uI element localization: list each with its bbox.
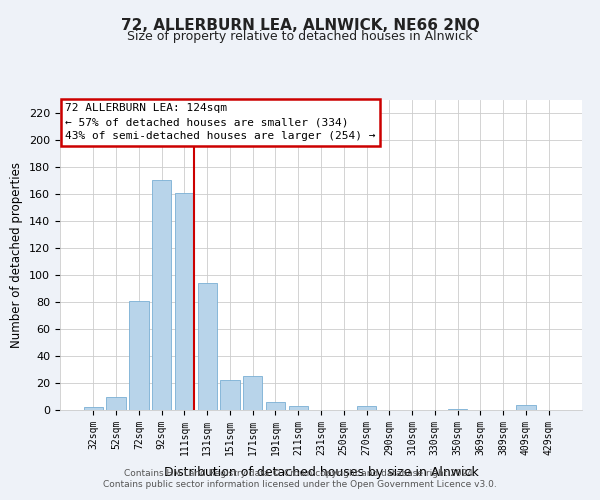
Bar: [448, 408, 467, 410]
Bar: [106, 396, 126, 410]
Bar: [197, 284, 217, 410]
Bar: [220, 380, 239, 410]
X-axis label: Distribution of detached houses by size in Alnwick: Distribution of detached houses by size …: [164, 466, 478, 479]
Text: 72, ALLERBURN LEA, ALNWICK, NE66 2NQ: 72, ALLERBURN LEA, ALNWICK, NE66 2NQ: [121, 18, 479, 32]
Y-axis label: Number of detached properties: Number of detached properties: [10, 162, 23, 348]
Text: 72 ALLERBURN LEA: 124sqm
← 57% of detached houses are smaller (334)
43% of semi-: 72 ALLERBURN LEA: 124sqm ← 57% of detach…: [65, 103, 376, 141]
Text: Size of property relative to detached houses in Alnwick: Size of property relative to detached ho…: [127, 30, 473, 43]
Bar: [175, 193, 194, 410]
Bar: [243, 376, 262, 410]
Bar: [289, 406, 308, 410]
Text: Contains public sector information licensed under the Open Government Licence v3: Contains public sector information licen…: [103, 480, 497, 489]
Bar: [266, 402, 285, 410]
Bar: [516, 404, 536, 410]
Text: Contains HM Land Registry data © Crown copyright and database right 2024.: Contains HM Land Registry data © Crown c…: [124, 468, 476, 477]
Bar: [152, 180, 172, 410]
Bar: [357, 406, 376, 410]
Bar: [84, 408, 103, 410]
Bar: [129, 301, 149, 410]
